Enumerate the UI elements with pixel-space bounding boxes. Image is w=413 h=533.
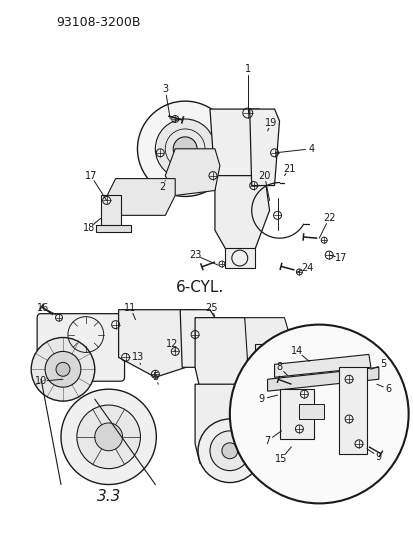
Text: 20: 20 bbox=[258, 171, 270, 181]
Polygon shape bbox=[209, 109, 264, 211]
Circle shape bbox=[56, 362, 70, 376]
Text: 25: 25 bbox=[205, 303, 218, 313]
Circle shape bbox=[137, 101, 232, 197]
Text: 17: 17 bbox=[84, 171, 97, 181]
Text: 14: 14 bbox=[291, 346, 303, 357]
Text: 3.3: 3.3 bbox=[96, 489, 121, 504]
Text: 19: 19 bbox=[265, 118, 277, 128]
Text: 9: 9 bbox=[375, 451, 381, 462]
Polygon shape bbox=[274, 354, 370, 377]
Polygon shape bbox=[100, 196, 120, 228]
Circle shape bbox=[209, 431, 249, 471]
Circle shape bbox=[31, 337, 95, 401]
Polygon shape bbox=[224, 248, 254, 268]
Text: 10: 10 bbox=[35, 376, 47, 386]
Polygon shape bbox=[195, 384, 264, 464]
Text: 93108-3200B: 93108-3200B bbox=[56, 15, 140, 29]
Circle shape bbox=[95, 423, 122, 451]
Text: 6-CYL.: 6-CYL. bbox=[176, 280, 223, 295]
Text: 15: 15 bbox=[275, 454, 287, 464]
Text: 21: 21 bbox=[282, 164, 295, 174]
Text: 4: 4 bbox=[308, 144, 313, 154]
Text: 22: 22 bbox=[322, 213, 335, 223]
Text: 8: 8 bbox=[276, 362, 282, 373]
Text: 16: 16 bbox=[37, 303, 49, 313]
Circle shape bbox=[45, 351, 81, 387]
Text: 9: 9 bbox=[258, 394, 264, 404]
Polygon shape bbox=[244, 318, 289, 394]
Polygon shape bbox=[254, 344, 284, 374]
Circle shape bbox=[77, 405, 140, 469]
Text: 11: 11 bbox=[124, 303, 136, 313]
Polygon shape bbox=[195, 318, 249, 389]
Polygon shape bbox=[105, 179, 175, 215]
Text: 23: 23 bbox=[188, 250, 201, 260]
Text: 5: 5 bbox=[380, 359, 386, 369]
Text: 6: 6 bbox=[385, 384, 391, 394]
Polygon shape bbox=[118, 310, 199, 377]
Polygon shape bbox=[279, 389, 313, 439]
Text: 1: 1 bbox=[244, 64, 250, 74]
Circle shape bbox=[229, 325, 408, 503]
Text: 24: 24 bbox=[300, 263, 313, 273]
Polygon shape bbox=[338, 367, 366, 454]
Polygon shape bbox=[249, 109, 279, 185]
Text: 5: 5 bbox=[152, 372, 158, 382]
Polygon shape bbox=[267, 367, 378, 391]
Text: 12: 12 bbox=[166, 340, 178, 350]
Text: 17: 17 bbox=[334, 253, 347, 263]
Polygon shape bbox=[214, 175, 269, 265]
Text: 3: 3 bbox=[162, 84, 168, 94]
Text: 13: 13 bbox=[132, 352, 144, 362]
Text: 18: 18 bbox=[83, 223, 95, 233]
Circle shape bbox=[197, 419, 261, 482]
Circle shape bbox=[155, 119, 214, 179]
Circle shape bbox=[61, 389, 156, 484]
Polygon shape bbox=[95, 225, 130, 232]
Text: 7: 7 bbox=[264, 436, 270, 446]
FancyBboxPatch shape bbox=[37, 314, 124, 381]
Polygon shape bbox=[165, 149, 219, 196]
Circle shape bbox=[173, 137, 197, 161]
Polygon shape bbox=[299, 404, 323, 419]
Circle shape bbox=[221, 443, 237, 459]
Text: 2: 2 bbox=[159, 182, 165, 191]
Polygon shape bbox=[180, 310, 214, 367]
